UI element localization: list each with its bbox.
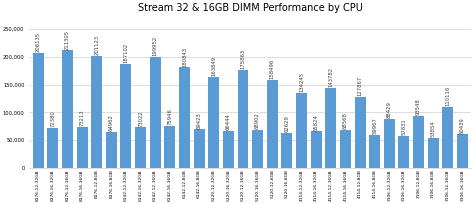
Bar	[457, 134, 468, 168]
Text: 53854: 53854	[431, 121, 436, 137]
Bar	[150, 57, 161, 168]
Text: 199952: 199952	[153, 36, 158, 56]
Text: 158496: 158496	[270, 59, 275, 79]
Text: 201123: 201123	[94, 35, 99, 55]
Text: 73022: 73022	[138, 110, 143, 127]
Text: 110116: 110116	[445, 86, 450, 106]
Bar	[33, 53, 44, 168]
Text: 73213: 73213	[80, 110, 84, 126]
Text: 180843: 180843	[182, 47, 187, 67]
Bar	[135, 128, 146, 168]
Text: 211305: 211305	[65, 29, 70, 50]
Bar	[428, 138, 438, 168]
Bar	[399, 136, 410, 168]
Bar	[164, 126, 175, 168]
Text: 175863: 175863	[240, 49, 246, 69]
Bar	[193, 129, 205, 168]
Text: 72380: 72380	[50, 110, 55, 127]
Bar	[120, 64, 131, 168]
Text: 62629: 62629	[284, 115, 290, 132]
Bar	[208, 77, 219, 168]
Bar	[106, 132, 117, 168]
Text: 69423: 69423	[197, 112, 201, 129]
Text: 127867: 127867	[357, 76, 363, 96]
Text: 75946: 75946	[167, 108, 173, 125]
Text: 66444: 66444	[226, 113, 231, 130]
Text: 68568: 68568	[343, 112, 348, 129]
Text: 88429: 88429	[387, 101, 392, 118]
Text: 143782: 143782	[328, 67, 333, 87]
Bar	[340, 130, 351, 168]
Text: 134245: 134245	[299, 72, 304, 92]
Text: 64962: 64962	[109, 114, 114, 131]
Text: 93548: 93548	[416, 98, 421, 115]
Text: 57831: 57831	[401, 118, 406, 135]
Bar	[310, 131, 322, 168]
Bar	[223, 131, 234, 168]
Text: 59967: 59967	[372, 117, 377, 134]
Text: 65824: 65824	[314, 114, 319, 131]
Bar	[47, 128, 58, 168]
Bar	[237, 70, 248, 168]
Bar	[369, 135, 380, 168]
Bar	[77, 127, 88, 168]
Bar	[252, 130, 263, 168]
Bar	[179, 67, 190, 168]
Bar	[384, 119, 395, 168]
Bar	[355, 97, 365, 168]
Bar	[62, 50, 73, 168]
Text: 206135: 206135	[36, 32, 41, 52]
Bar	[267, 80, 278, 168]
Bar	[282, 133, 292, 168]
Text: 187102: 187102	[123, 43, 128, 63]
Text: 60439: 60439	[460, 117, 465, 134]
Title: Stream 32 & 16GB DIMM Performance by CPU: Stream 32 & 16GB DIMM Performance by CPU	[138, 3, 363, 13]
Bar	[325, 88, 336, 168]
Bar	[296, 93, 307, 168]
Text: 68902: 68902	[255, 112, 260, 129]
Bar	[91, 56, 102, 168]
Bar	[413, 116, 424, 168]
Bar	[442, 107, 453, 168]
Text: 163849: 163849	[211, 56, 216, 76]
